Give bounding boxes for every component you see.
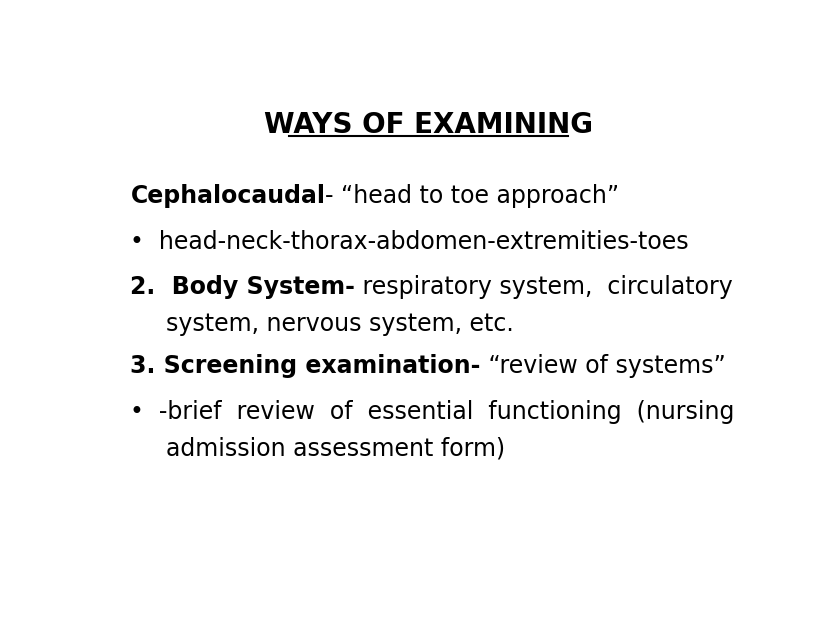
Text: “review of systems”: “review of systems” (481, 354, 726, 378)
Text: admission assessment form): admission assessment form) (166, 437, 505, 460)
Text: - “head to toe approach”: - “head to toe approach” (325, 184, 619, 209)
Text: Cephalocaudal: Cephalocaudal (130, 184, 325, 209)
Text: 2.  Body System-: 2. Body System- (130, 275, 355, 299)
Text: respiratory system,  circulatory: respiratory system, circulatory (355, 275, 733, 299)
Text: WAYS OF EXAMINING: WAYS OF EXAMINING (264, 111, 593, 138)
Text: •  head-neck-thorax-abdomen-extremities-toes: • head-neck-thorax-abdomen-extremities-t… (130, 230, 689, 254)
Text: system, nervous system, etc.: system, nervous system, etc. (166, 312, 514, 336)
Text: 3. Screening examination-: 3. Screening examination- (130, 354, 481, 378)
Text: •  -brief  review  of  essential  functioning  (nursing: • -brief review of essential functioning… (130, 400, 735, 424)
